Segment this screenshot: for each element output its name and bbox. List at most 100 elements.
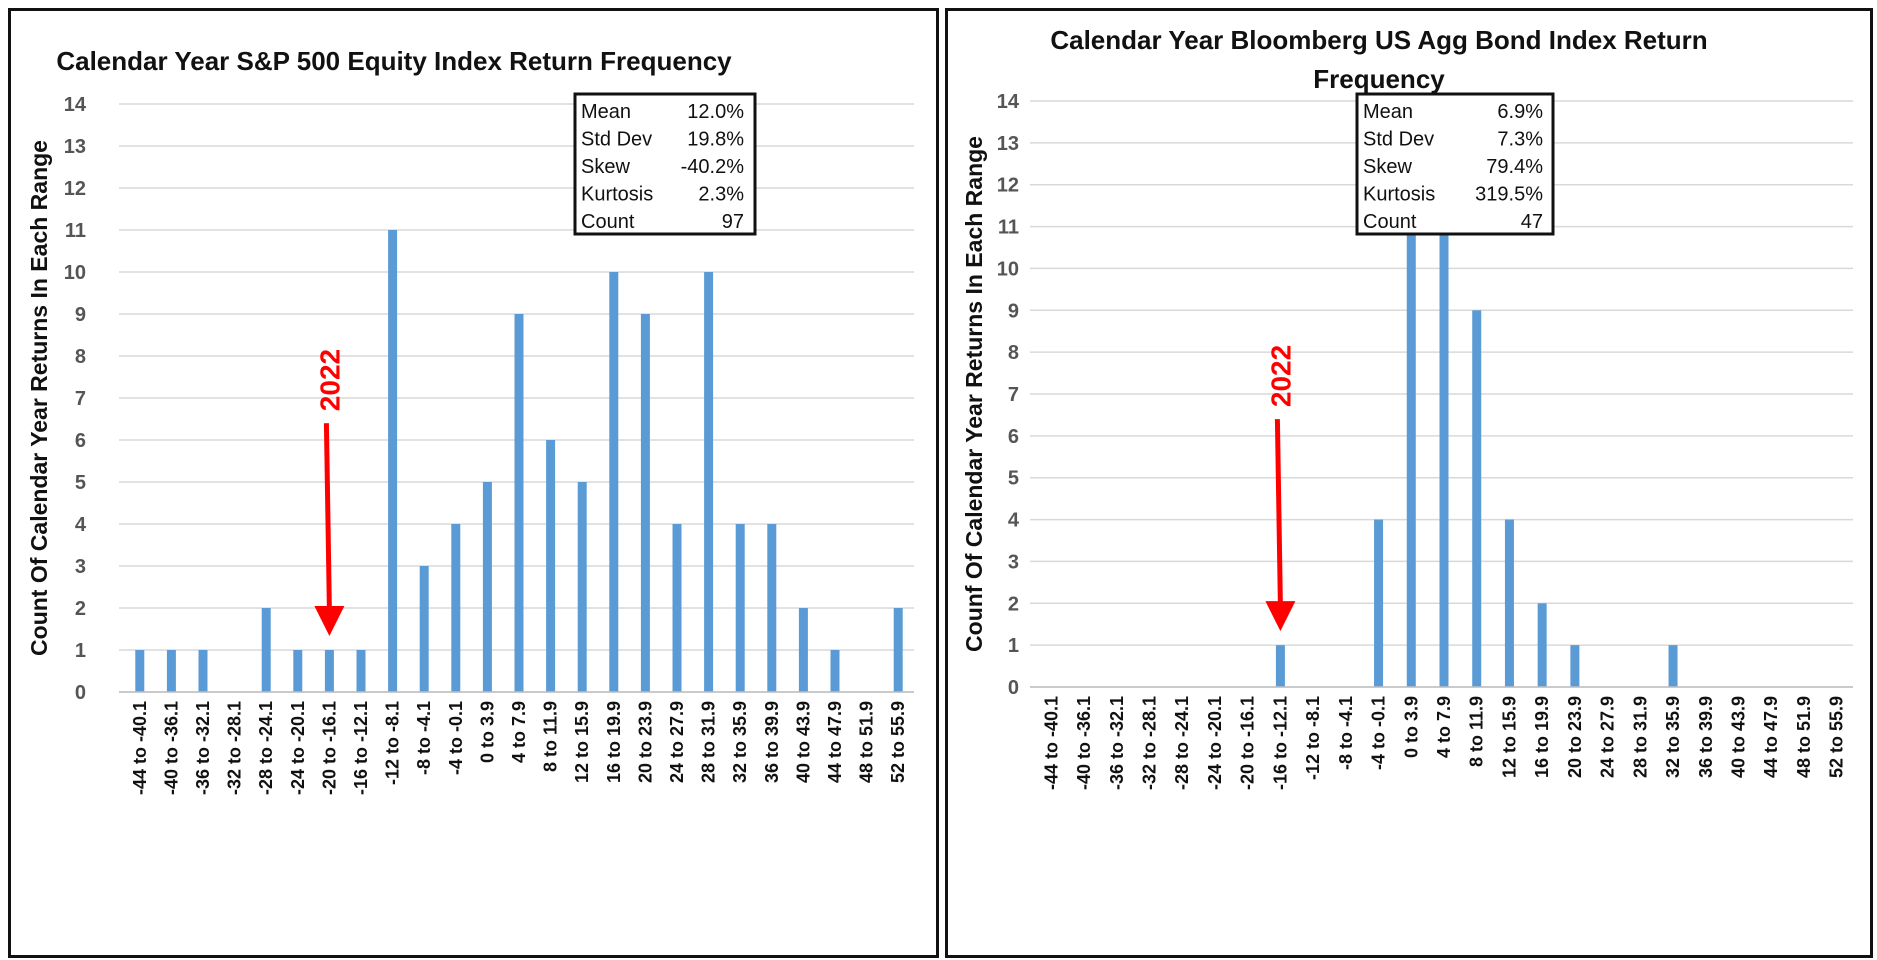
bond-x-tick-label: -20 to -16.1 [1238, 696, 1258, 790]
bond-bar [1472, 310, 1482, 687]
equity-x-tick-label: 12 to 15.9 [572, 701, 592, 783]
bond-y-tick-label: 3 [1008, 551, 1019, 573]
bond-bar [1504, 519, 1514, 687]
equity-y-tick-label: 7 [75, 388, 86, 410]
equity-bar [640, 314, 650, 692]
equity-bar [577, 482, 587, 692]
bond-y-tick-label: 5 [1008, 468, 1019, 490]
equity-stat-value: 2.3% [698, 184, 744, 206]
equity-bar [514, 314, 524, 692]
equity-y-tick-label: 9 [75, 304, 86, 326]
equity-x-tick-label: 44 to 47.9 [825, 701, 845, 783]
bond-annotation-label: 2022 [1265, 345, 1296, 407]
equity-x-tick-label: -36 to -32.1 [193, 701, 213, 795]
equity-chart-title: Calendar Year S&P 500 Equity Index Retur… [56, 46, 732, 76]
bond-y-tick-label: 14 [997, 91, 1020, 113]
equity-stat-label: Count [581, 211, 635, 233]
equity-y-tick-label: 2 [75, 598, 86, 620]
equity-y-tick-label: 13 [64, 136, 86, 158]
bond-x-tick-label: 36 to 39.9 [1696, 696, 1716, 778]
equity-stat-value: -40.2% [681, 156, 745, 178]
equity-x-tick-label: -28 to -24.1 [256, 701, 276, 795]
bond-y-tick-label: 13 [997, 133, 1019, 155]
equity-bar [893, 608, 903, 692]
bond-y-tick-label: 8 [1008, 342, 1019, 364]
equity-stat-value: 97 [722, 211, 744, 233]
bond-x-tick-label: 20 to 23.9 [1565, 696, 1585, 778]
equity-x-tick-label: 0 to 3.9 [477, 701, 497, 763]
bond-x-tick-label: -4 to -0.1 [1369, 696, 1389, 770]
equity-x-tick-label: 16 to 19.9 [604, 701, 624, 783]
equity-x-tick-label: -20 to -16.1 [319, 701, 339, 795]
bond-stats-box-border [1355, 92, 1555, 236]
bond-y-tick-label: 12 [997, 175, 1019, 197]
bond-y-axis-label: Counf Of Calendar Year Returns In Each R… [961, 136, 987, 652]
bond-y-tick-label: 11 [998, 217, 1019, 239]
bond-bar [1570, 645, 1580, 687]
bond-x-tick-label: 8 to 11.9 [1467, 696, 1487, 767]
bond-x-tick-label: -44 to -40.1 [1041, 696, 1061, 790]
equity-stat-label: Kurtosis [581, 184, 653, 206]
equity-x-tick-label: 52 to 55.9 [888, 701, 908, 783]
bond-bar [1439, 101, 1449, 687]
equity-bar [482, 482, 492, 692]
equity-bar [166, 650, 176, 692]
bond-y-tick-label: 1 [1008, 635, 1019, 657]
bond-bar [1668, 645, 1678, 687]
bond-stat-label: Mean [1363, 101, 1413, 123]
bond-x-tick-label: -12 to -8.1 [1303, 696, 1323, 780]
bond-stat-value: 47 [1521, 211, 1543, 233]
bond-y-tick-label: 10 [997, 258, 1019, 280]
equity-x-tick-label: 20 to 23.9 [635, 701, 655, 783]
equity-bar [609, 272, 619, 692]
equity-x-tick-label: 36 to 39.9 [762, 701, 782, 783]
equity-x-tick-label: -44 to -40.1 [130, 701, 150, 795]
equity-x-tick-label: 4 to 7.9 [509, 701, 529, 763]
bond-chart-title-line-1: Calendar Year Bloomberg US Agg Bond Inde… [1050, 25, 1707, 55]
bond-y-tick-label: 7 [1008, 384, 1019, 406]
bond-x-tick-label: -24 to -20.1 [1205, 696, 1225, 790]
bond-x-tick-label: 16 to 19.9 [1532, 696, 1552, 778]
bond-bar [1406, 226, 1416, 688]
equity-stat-label: Mean [581, 101, 631, 123]
equity-y-tick-label: 14 [64, 94, 87, 116]
bond-x-tick-label: -16 to -12.1 [1270, 696, 1290, 790]
bond-x-tick-label: 48 to 51.9 [1794, 696, 1814, 778]
bond-annotation-arrow-head [1265, 601, 1296, 632]
bond-x-tick-label: 24 to 27.9 [1598, 696, 1618, 778]
bond-chart-svg: Calendar Year Bloomberg US Agg Bond Inde… [961, 25, 1853, 790]
bond-bar [1275, 645, 1285, 687]
bond-stat-value: 7.3% [1497, 129, 1543, 151]
bond-x-tick-label: -36 to -32.1 [1107, 696, 1127, 790]
equity-bar [419, 566, 429, 692]
equity-y-tick-label: 4 [75, 514, 87, 536]
equity-bar [261, 608, 271, 692]
bond-y-tick-label: 0 [1008, 677, 1019, 699]
bond-x-tick-label: -32 to -28.1 [1140, 696, 1160, 790]
equity-stats-box-border [573, 92, 757, 236]
bond-y-tick-label: 6 [1008, 426, 1019, 448]
bond-stat-value: 6.9% [1497, 101, 1543, 123]
equity-bar [704, 272, 714, 692]
bond-chart-panel: Calendar Year Bloomberg US Agg Bond Inde… [945, 8, 1873, 958]
bond-annotation-arrow-shaft [1274, 419, 1283, 606]
equity-x-tick-label: -12 to -8.1 [383, 701, 403, 785]
equity-x-tick-label: 28 to 31.9 [699, 701, 719, 783]
bond-x-tick-label: 32 to 35.9 [1663, 696, 1683, 778]
bond-x-tick-label: -8 to -4.1 [1336, 696, 1356, 770]
bond-chart-title-line-2: Frequency [1313, 64, 1445, 94]
equity-chart-panel: Calendar Year S&P 500 Equity Index Retur… [8, 8, 939, 958]
equity-x-tick-label: -8 to -4.1 [414, 701, 434, 775]
equity-chart-svg: Calendar Year S&P 500 Equity Index Retur… [26, 46, 914, 795]
bond-x-tick-label: 4 to 7.9 [1434, 696, 1454, 758]
equity-bar [546, 440, 556, 692]
equity-y-tick-label: 11 [65, 220, 86, 242]
bond-stats-box: Mean 6.9% Std Dev 7.3% Skew 79.4% Kurtosis 319.… [1355, 92, 1555, 236]
bond-x-tick-label: 28 to 31.9 [1630, 696, 1650, 778]
bond-y-tick-label: 2 [1008, 593, 1019, 615]
bond-bar [1374, 519, 1384, 687]
equity-stat-value: 12.0% [687, 101, 744, 123]
equity-bar [324, 650, 334, 692]
equity-bar [356, 650, 366, 692]
equity-bar [672, 524, 682, 692]
